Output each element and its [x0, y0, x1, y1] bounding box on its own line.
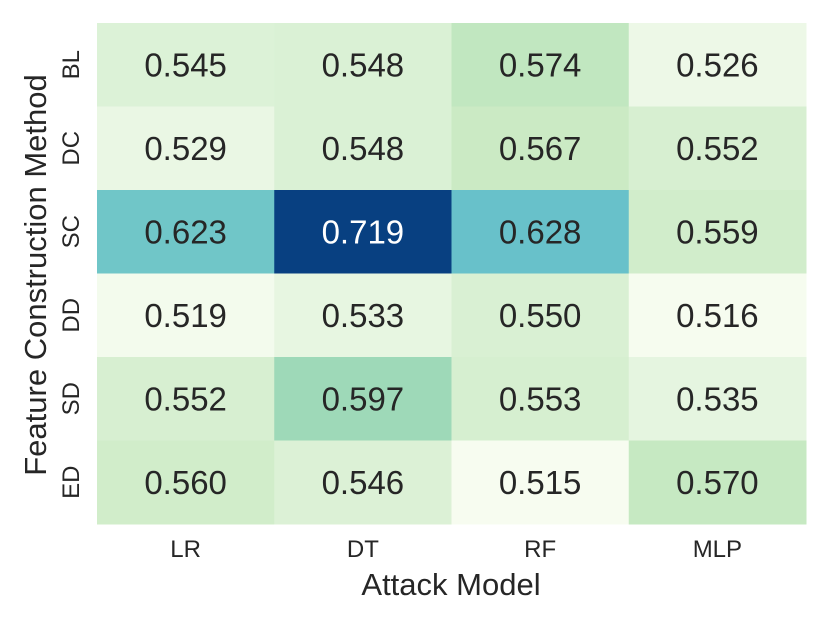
cell-value-label: 0.533 [322, 297, 405, 334]
cell-value-label: 0.545 [144, 46, 227, 83]
heatmap-cell-bl-lr [97, 23, 275, 107]
heatmap-cell-dd-rf [451, 273, 630, 358]
heatmap-cell-bl-dt [274, 23, 452, 107]
heatmap-cell-bl-rf [451, 23, 630, 107]
heatmap-cell-sc-lr [97, 190, 275, 274]
cell-value-label: 0.560 [144, 464, 227, 501]
heatmap-cell-bl-mlp [628, 23, 807, 107]
cell-value-label: 0.550 [499, 297, 582, 334]
heatmap-cell-ed-mlp [628, 440, 807, 525]
heatmap-cell-dd-mlp [628, 273, 807, 358]
heatmap-cell-dc-rf [451, 106, 630, 191]
cell-value-label: 0.628 [499, 213, 582, 250]
cell-value-label: 0.535 [676, 380, 759, 417]
heatmap-cell-ed-dt [274, 440, 452, 525]
y-axis-label: Feature Construction Method [18, 74, 53, 476]
cell-value-label: 0.597 [322, 380, 405, 417]
y-tick-label-dd: DD [58, 298, 85, 333]
heatmap-cell-dc-dt [274, 106, 452, 191]
cell-value-label: 0.567 [499, 130, 582, 167]
y-tick-labels: BL DC SC DD SD ED [58, 50, 85, 499]
cell-value-label: 0.570 [676, 464, 759, 501]
cell-value-label: 0.526 [676, 46, 759, 83]
heatmap-cell-sd-mlp [628, 357, 807, 441]
y-tick-label-sc: SC [58, 215, 85, 248]
y-tick-label-dc: DC [58, 131, 85, 166]
cell-value-label: 0.546 [322, 464, 405, 501]
heatmap-cell-sd-rf [451, 357, 630, 441]
cell-value-label: 0.719 [322, 213, 405, 250]
heatmap-cell-sd-lr [97, 357, 275, 441]
cell-value-label: 0.553 [499, 380, 582, 417]
heatmap-cell-sc-rf [451, 190, 630, 274]
y-tick-label-bl: BL [58, 50, 85, 79]
cell-value-label: 0.574 [499, 46, 582, 83]
y-tick-label-sd: SD [58, 382, 85, 415]
heatmap-cell-sc-dt [274, 190, 452, 274]
heatmap-cell-dc-lr [97, 106, 275, 191]
heatmap-cell-ed-rf [451, 440, 630, 525]
heatmap-cell-sd-dt [274, 357, 452, 441]
cell-value-label: 0.559 [676, 213, 759, 250]
heatmap-cell-dd-lr [97, 273, 275, 358]
heatmap-cells: 0.545 0.548 0.574 0.526 0.529 0.548 0.567 0.552… [97, 23, 807, 525]
y-tick-label-ed: ED [58, 466, 85, 499]
cell-value-label: 0.515 [499, 464, 582, 501]
x-tick-label-lr: LR [170, 536, 201, 563]
cell-value-label: 0.552 [676, 130, 759, 167]
x-tick-label-rf: RF [524, 536, 556, 563]
x-tick-labels: LR DT RF MLP [170, 536, 742, 563]
heatmap-cell-dd-dt [274, 273, 452, 358]
cell-value-label: 0.552 [144, 380, 227, 417]
heatmap-cell-dc-mlp [628, 106, 807, 191]
cell-value-label: 0.516 [676, 297, 759, 334]
cell-value-label: 0.548 [322, 130, 405, 167]
x-axis-label: Attack Model [361, 567, 540, 602]
heatmap-cell-ed-lr [97, 440, 275, 525]
cell-value-label: 0.519 [144, 297, 227, 334]
cell-value-label: 0.529 [144, 130, 227, 167]
heatmap-cell-sc-mlp [628, 190, 807, 274]
x-tick-label-mlp: MLP [693, 536, 742, 563]
cell-value-label: 0.548 [322, 46, 405, 83]
cell-value-label: 0.623 [144, 213, 227, 250]
x-tick-label-dt: DT [347, 536, 379, 563]
